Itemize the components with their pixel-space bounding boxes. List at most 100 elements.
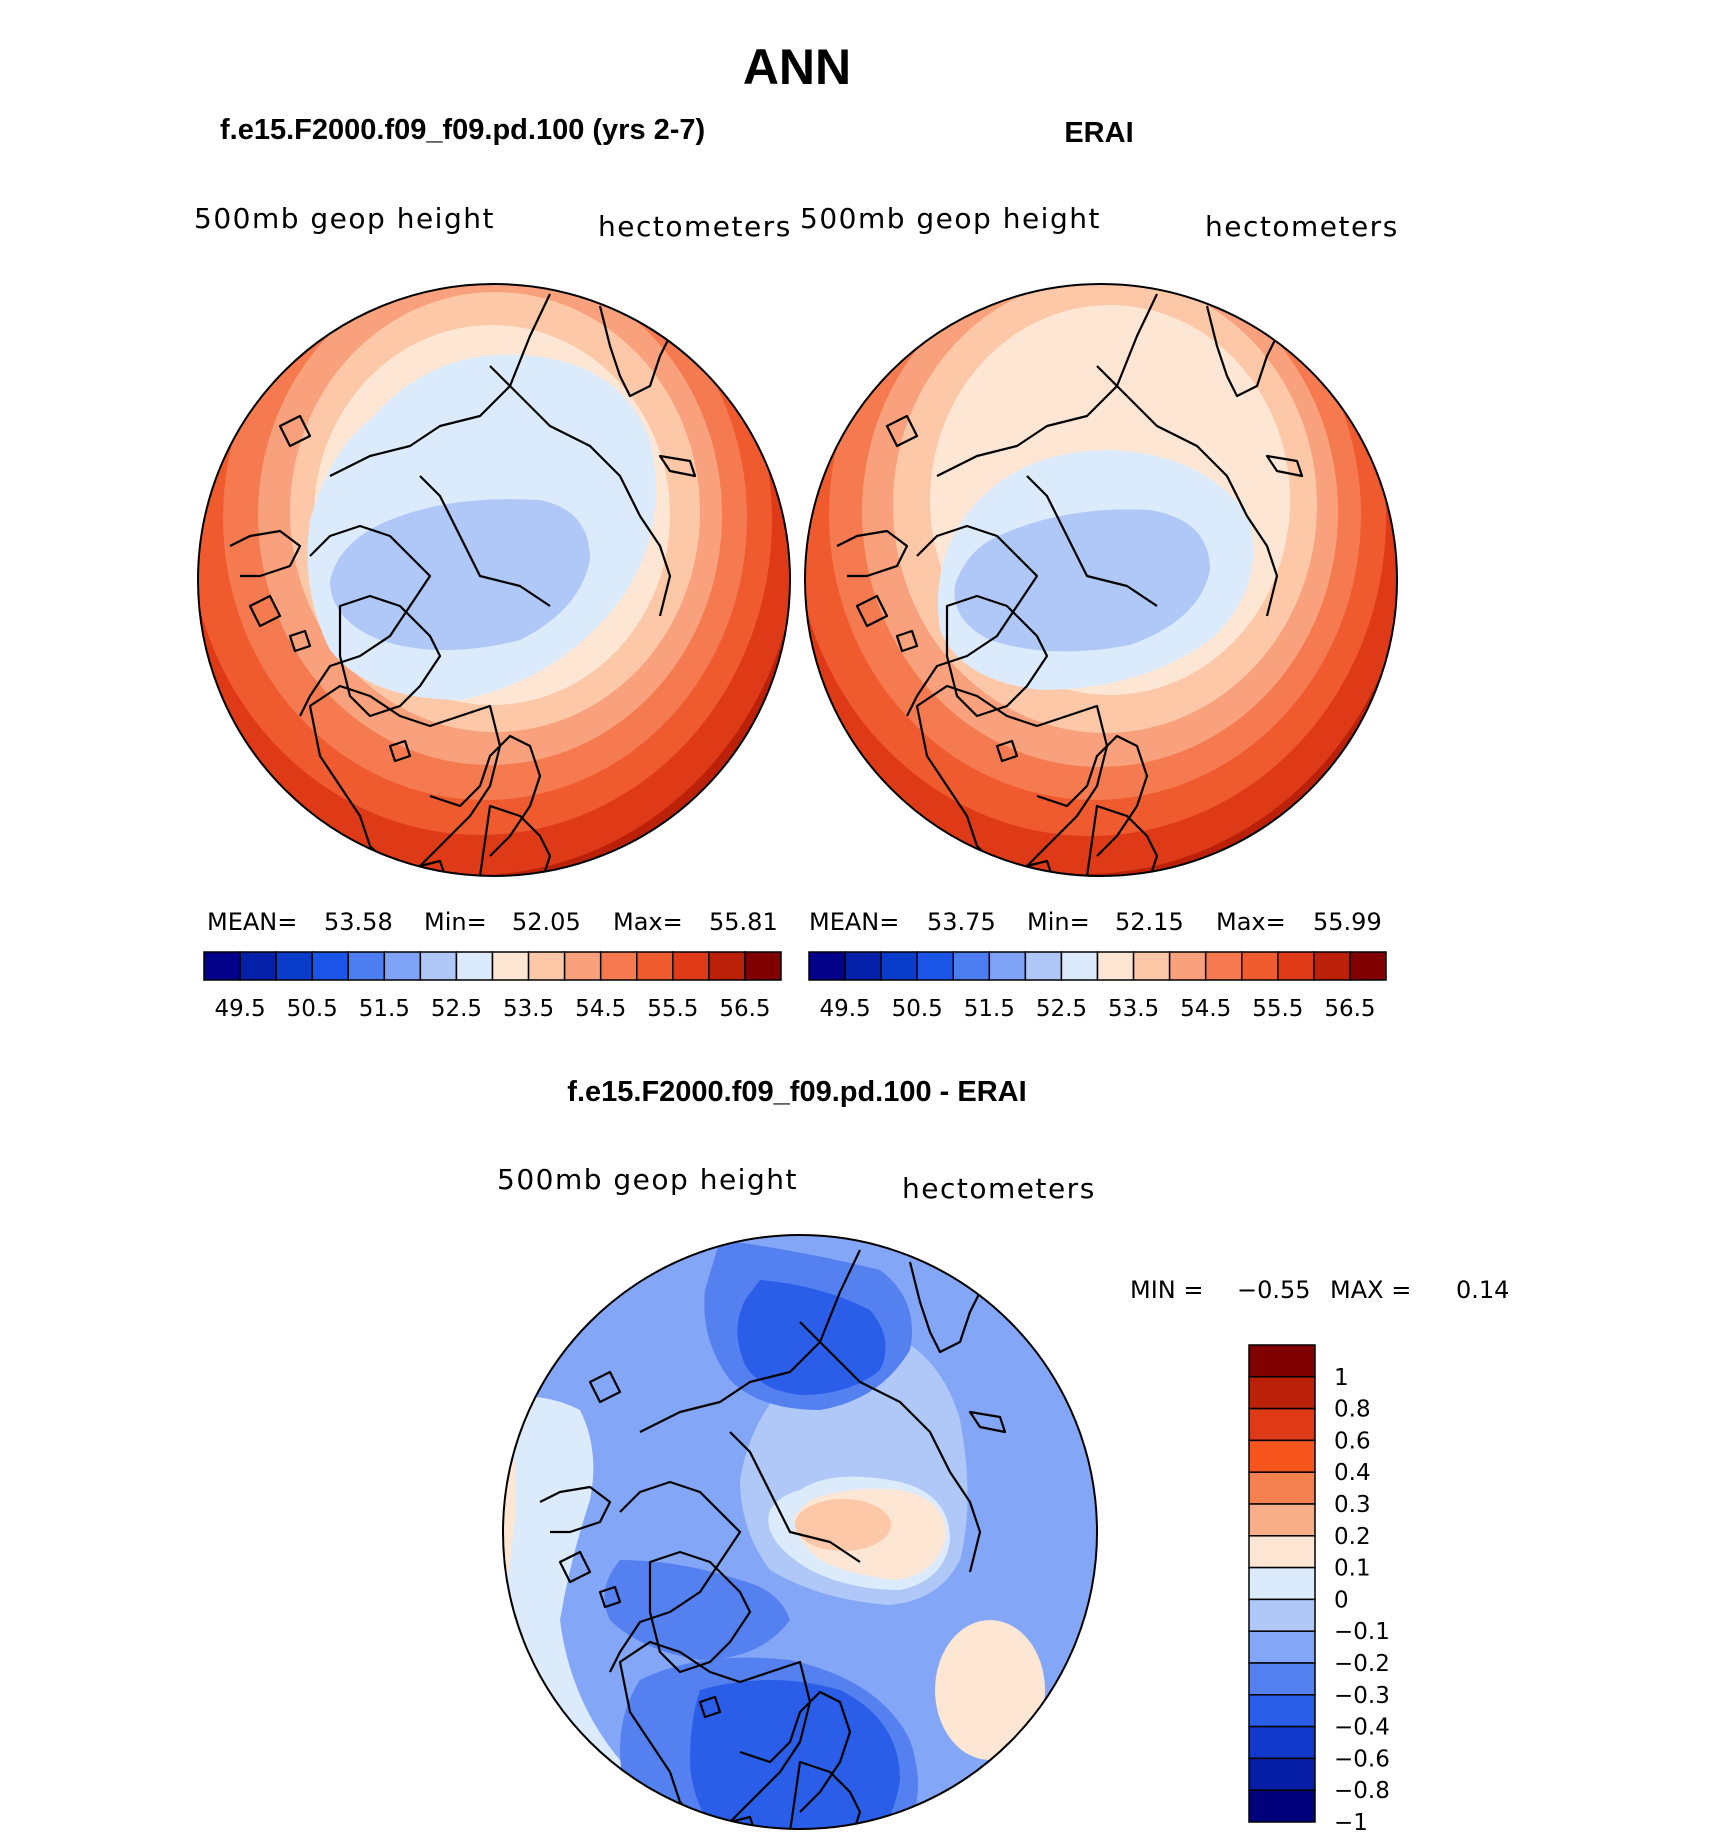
obs-max-label: Max=	[1216, 908, 1286, 936]
model-colorbar-box	[599, 951, 638, 981]
model-colorbar-box	[239, 951, 277, 981]
obs-colorbar-label: 53.5	[1108, 996, 1159, 1022]
diff-colorbar-label: −1	[1334, 1810, 1368, 1836]
obs-mean-value: 53.75	[927, 908, 996, 936]
obs-colorbar: 49.5 50.5 51.5 52.5 53.5 54.5 55.5 56.5	[808, 951, 1387, 1022]
diff-units-label: hectometers	[902, 1172, 1096, 1205]
diff-min-value: −0.55	[1237, 1276, 1311, 1304]
obs-colorbar-box	[1060, 951, 1099, 981]
model-colorbar-box	[636, 951, 674, 981]
diff-colorbar-label: 0.4	[1334, 1460, 1371, 1486]
obs-case-title: ERAI	[1064, 117, 1133, 149]
diff-colorbar-box	[1248, 1376, 1316, 1410]
obs-min-value: 52.15	[1115, 908, 1184, 936]
obs-map-border	[804, 283, 1398, 877]
model-colorbar-box	[563, 951, 602, 981]
diff-colorbar-label: −0.3	[1334, 1683, 1390, 1709]
obs-colorbar-box	[1241, 951, 1279, 981]
panel-model: f.e15.F2000.f09_f09.pd.100 (yrs 2-7) 500…	[194, 114, 792, 1022]
obs-units-label: hectometers	[1205, 210, 1399, 243]
model-min-label: Min=	[424, 908, 487, 936]
obs-colorbar-box	[880, 951, 918, 981]
diff-colorbar-label: 1	[1334, 1365, 1349, 1391]
obs-stats: MEAN= 53.75 Min= 52.15 Max= 55.99	[809, 908, 1382, 936]
obs-colorbar-box	[844, 951, 882, 981]
obs-colorbar-label: 49.5	[819, 996, 870, 1022]
diff-colorbar-label: 0	[1334, 1587, 1349, 1613]
diff-colorbar-label: −0.6	[1334, 1746, 1390, 1772]
model-polar-map	[198, 284, 790, 876]
obs-colorbar-box	[1168, 951, 1207, 981]
obs-colorbar-label: 56.5	[1324, 996, 1375, 1022]
obs-colorbar-label: 54.5	[1180, 996, 1231, 1022]
obs-colorbar-label: 55.5	[1252, 996, 1303, 1022]
model-mean-label: MEAN=	[207, 908, 297, 936]
model-colorbar-box	[203, 951, 241, 981]
diff-max-value: 0.14	[1456, 1276, 1509, 1304]
model-max-label: Max=	[613, 908, 683, 936]
diff-colorbar-label: −0.1	[1334, 1619, 1390, 1645]
obs-colorbar-box	[1313, 951, 1351, 981]
diff-colorbar-box	[1248, 1503, 1316, 1537]
diff-colorbar-box	[1248, 1662, 1316, 1696]
diff-variable-label: 500mb geop height	[497, 1163, 798, 1196]
obs-colorbar-box	[1132, 951, 1171, 981]
obs-colorbar-box	[1204, 951, 1243, 981]
model-colorbar-label: 52.5	[431, 996, 482, 1022]
model-colorbar-box	[275, 951, 313, 981]
model-min-value: 52.05	[512, 908, 581, 936]
obs-polar-map	[805, 284, 1397, 876]
diff-colorbar-box	[1248, 1471, 1316, 1505]
diff-colorbar-box	[1248, 1535, 1316, 1569]
obs-colorbar-box	[988, 951, 1027, 981]
diff-colorbar-box	[1248, 1757, 1316, 1791]
diff-colorbar-box	[1248, 1598, 1316, 1632]
diff-colorbar-label: 0.8	[1334, 1397, 1371, 1423]
diff-colorbar-label: −0.4	[1334, 1715, 1390, 1741]
diff-colorbar-box	[1248, 1407, 1316, 1442]
diff-colorbar-box	[1248, 1789, 1316, 1823]
obs-colorbar-box	[1349, 951, 1387, 981]
model-colorbar-box	[455, 951, 494, 981]
obs-max-value: 55.99	[1313, 908, 1382, 936]
panel-obs: ERAI 500mb geop height hectometers MEAN=…	[800, 117, 1399, 1022]
model-colorbar-box	[491, 951, 530, 981]
obs-colorbar-label: 50.5	[892, 996, 943, 1022]
model-colorbar-label: 56.5	[719, 996, 770, 1022]
obs-mean-label: MEAN=	[809, 908, 899, 936]
diff-colorbar-box	[1248, 1566, 1316, 1601]
diff-max-label: MAX =	[1330, 1276, 1411, 1304]
diff-map-border	[502, 1234, 1098, 1830]
model-colorbar-label: 55.5	[647, 996, 698, 1022]
diff-colorbar-box	[1248, 1694, 1316, 1728]
model-colorbar-label: 53.5	[503, 996, 554, 1022]
model-colorbar-label: 49.5	[214, 996, 265, 1022]
model-mean-value: 53.58	[324, 908, 393, 936]
diff-colorbar-box	[1248, 1439, 1316, 1473]
model-units-label: hectometers	[598, 210, 792, 243]
diff-min-label: MIN =	[1130, 1276, 1203, 1304]
model-colorbar-label: 51.5	[359, 996, 410, 1022]
model-case-title: f.e15.F2000.f09_f09.pd.100 (yrs 2-7)	[220, 114, 705, 146]
model-colorbar-box	[672, 951, 710, 981]
model-colorbar: 49.5 50.5 51.5 52.5 53.5 54.5 55.5 56.5	[203, 951, 782, 1022]
obs-colorbar-box	[916, 951, 954, 981]
model-colorbar-box	[708, 951, 746, 981]
model-map-border	[197, 283, 791, 877]
diff-colorbar-label: 0.3	[1334, 1492, 1371, 1518]
obs-colorbar-label: 52.5	[1036, 996, 1087, 1022]
model-stats: MEAN= 53.58 Min= 52.05 Max= 55.81	[207, 908, 778, 936]
diff-colorbar-label: 0.6	[1334, 1428, 1371, 1454]
obs-colorbar-box	[952, 951, 991, 981]
model-colorbar-box	[527, 951, 566, 981]
obs-colorbar-label: 51.5	[964, 996, 1015, 1022]
diff-polar-map	[503, 1235, 1097, 1829]
diff-colorbar-box	[1248, 1725, 1316, 1760]
model-colorbar-label: 50.5	[287, 996, 338, 1022]
diff-case-title: f.e15.F2000.f09_f09.pd.100 - ERAI	[567, 1076, 1026, 1108]
diff-colorbar-box	[1248, 1344, 1316, 1378]
diff-colorbar-label: −0.8	[1334, 1778, 1390, 1804]
model-colorbar-box	[347, 951, 386, 981]
obs-min-label: Min=	[1027, 908, 1090, 936]
